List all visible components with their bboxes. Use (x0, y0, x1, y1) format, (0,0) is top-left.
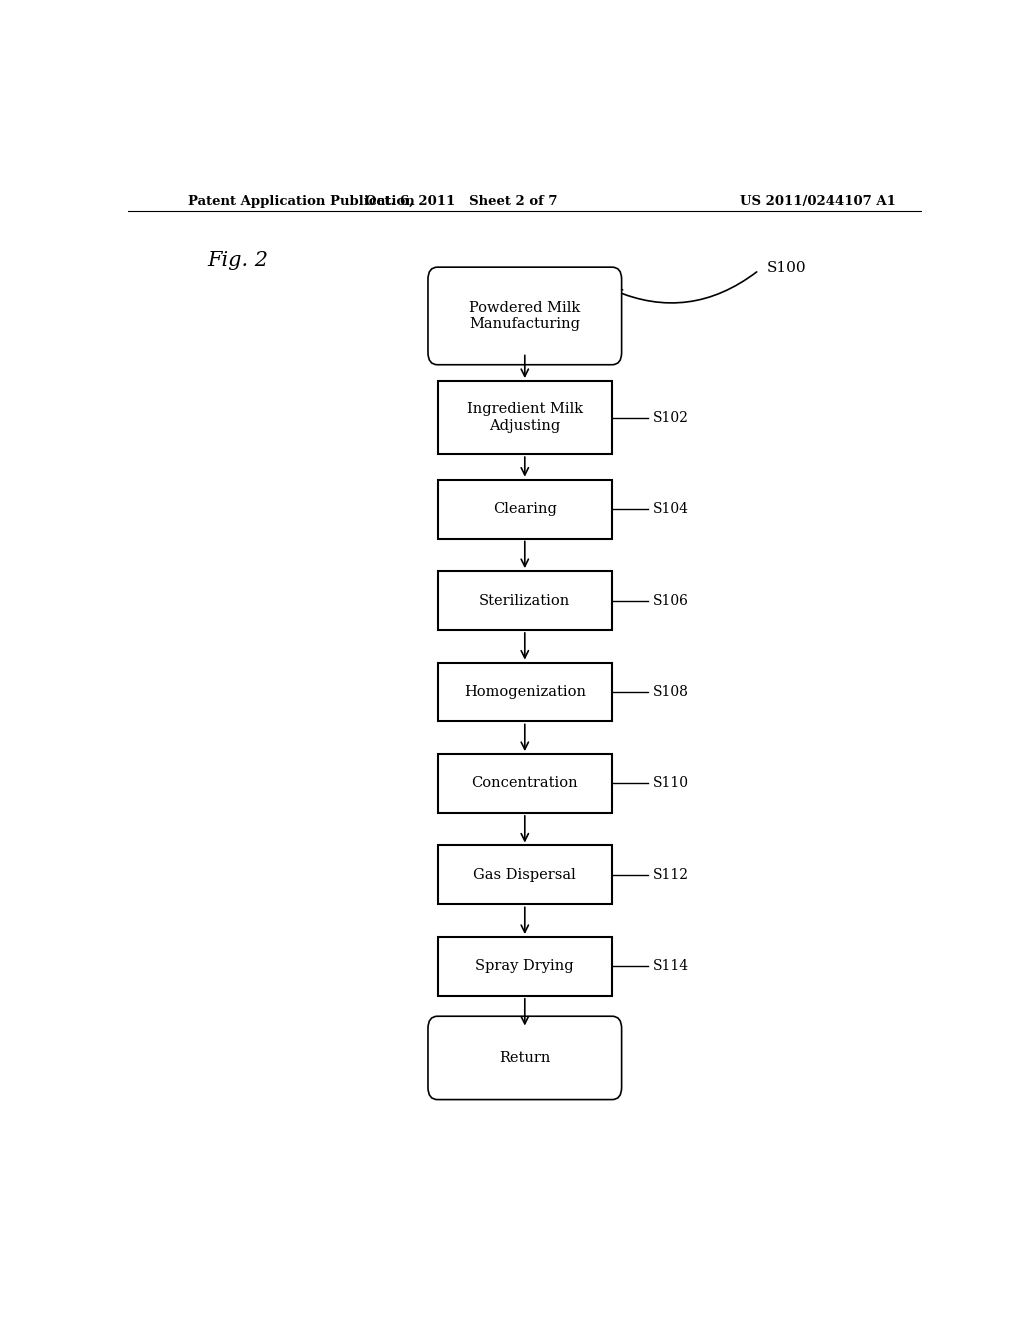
Text: Spray Drying: Spray Drying (475, 960, 574, 973)
FancyBboxPatch shape (437, 663, 612, 722)
Text: Patent Application Publication: Patent Application Publication (187, 194, 415, 207)
Text: S112: S112 (653, 869, 689, 882)
Text: Gas Dispersal: Gas Dispersal (473, 869, 577, 882)
Text: S108: S108 (653, 685, 689, 700)
FancyBboxPatch shape (428, 1016, 622, 1100)
FancyBboxPatch shape (437, 381, 612, 454)
FancyBboxPatch shape (437, 479, 612, 539)
Text: Return: Return (499, 1051, 551, 1065)
Text: Ingredient Milk
Adjusting: Ingredient Milk Adjusting (467, 403, 583, 433)
Text: S106: S106 (653, 594, 689, 607)
Text: S114: S114 (653, 960, 689, 973)
FancyBboxPatch shape (437, 846, 612, 904)
Text: S100: S100 (767, 261, 807, 275)
FancyBboxPatch shape (437, 754, 612, 813)
FancyBboxPatch shape (437, 937, 612, 995)
Text: S102: S102 (653, 411, 689, 425)
Text: S104: S104 (653, 502, 689, 516)
Text: Concentration: Concentration (471, 776, 579, 791)
Text: Sterilization: Sterilization (479, 594, 570, 607)
Text: Fig. 2: Fig. 2 (207, 251, 268, 269)
Text: Oct. 6, 2011   Sheet 2 of 7: Oct. 6, 2011 Sheet 2 of 7 (366, 194, 557, 207)
Text: Powdered Milk
Manufacturing: Powdered Milk Manufacturing (469, 301, 581, 331)
Text: S110: S110 (653, 776, 689, 791)
Text: US 2011/0244107 A1: US 2011/0244107 A1 (740, 194, 896, 207)
Text: Homogenization: Homogenization (464, 685, 586, 700)
Text: Clearing: Clearing (493, 502, 557, 516)
FancyBboxPatch shape (428, 267, 622, 364)
FancyBboxPatch shape (437, 572, 612, 630)
